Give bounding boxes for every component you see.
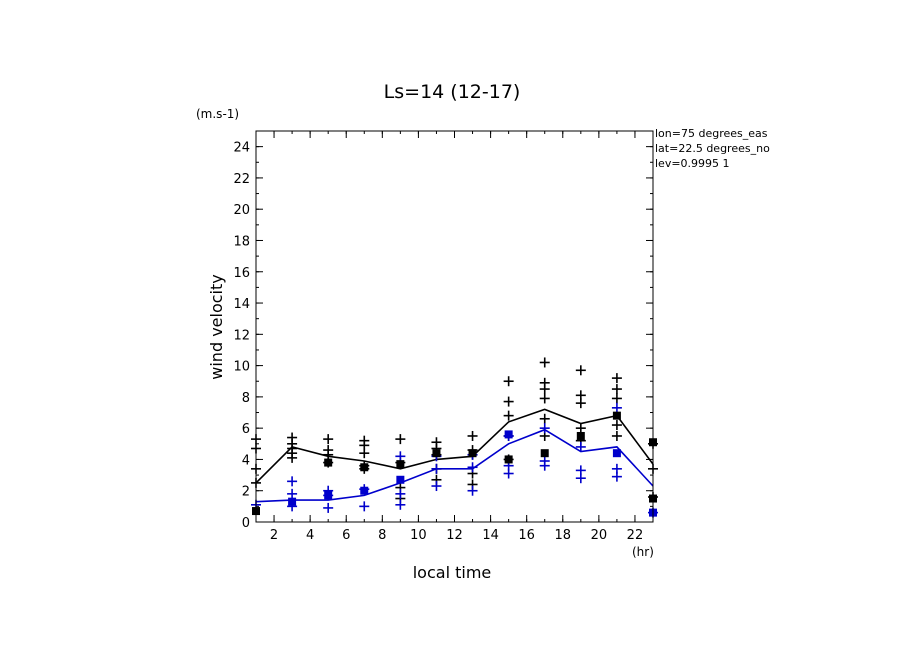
blue-plus-point	[359, 501, 370, 512]
x-tick-label: 18	[554, 528, 571, 543]
y-tick-label: 16	[233, 266, 250, 281]
y-tick-label: 20	[233, 203, 250, 218]
black-plus-point	[503, 376, 514, 387]
blue-plus-point	[539, 423, 550, 434]
y-tick-label: 12	[233, 328, 250, 343]
black-plus-point	[575, 365, 586, 376]
blue-plus-point	[575, 441, 586, 452]
axis-ticks	[255, 130, 654, 523]
blue-plus-point	[503, 468, 514, 479]
black-square-point	[612, 411, 621, 420]
y-tick-label: 24	[233, 141, 250, 156]
black-plus-point	[611, 384, 622, 395]
blue-plus-point	[467, 485, 478, 496]
annotation-lev: lev=0.9995 1	[655, 157, 730, 170]
blue-plus-point	[611, 471, 622, 482]
annotation-lat: lat=22.5 degrees_no	[655, 142, 770, 155]
black-plus-point	[467, 430, 478, 441]
y-tick-label: 22	[233, 172, 250, 187]
y-tick-label: 2	[242, 485, 250, 500]
x-tick-label: 22	[627, 528, 644, 543]
blue-mean-line	[255, 428, 654, 503]
blue-plus-point	[539, 460, 550, 471]
x-tick-label: 2	[270, 528, 278, 543]
black-square-point	[324, 458, 333, 467]
black-plus-point	[539, 384, 550, 395]
y-tick-label: 6	[242, 422, 250, 437]
x-tick-label: 16	[518, 528, 535, 543]
black-plus-point	[611, 420, 622, 431]
black-square-point	[540, 449, 549, 458]
y-tick-label: 8	[242, 391, 250, 406]
x-unit-label: (hr)	[632, 545, 654, 559]
y-axis-label: wind velocity	[207, 274, 226, 379]
y-tick-label: 14	[233, 297, 250, 312]
y-tick-label: 10	[233, 360, 250, 375]
blue-plus-point	[611, 402, 622, 413]
blue-plus-point	[431, 481, 442, 492]
blue-square-point	[396, 475, 405, 484]
blue-plus-point	[395, 499, 406, 510]
blue-plus-point	[395, 451, 406, 462]
blue-square-point	[360, 486, 369, 495]
black-plus-point	[611, 393, 622, 404]
black-plus-point	[575, 398, 586, 409]
annotation-lon: lon=75 degrees_eas	[655, 127, 768, 140]
black-square-point	[468, 449, 477, 458]
chart-title: Ls=14 (12-17)	[384, 81, 521, 103]
black-plus-point	[539, 413, 550, 424]
annotation-block: lon=75 degrees_eas lat=22.5 degrees_no l…	[655, 127, 770, 170]
black-plus-point	[611, 430, 622, 441]
black-plus-point	[395, 434, 406, 445]
y-tick-label: 0	[242, 516, 250, 531]
x-tick-label: 10	[410, 528, 427, 543]
x-tick-label: 6	[342, 528, 350, 543]
x-tick-label: 14	[482, 528, 499, 543]
blue-plus-point	[575, 473, 586, 484]
blue-plus-point	[431, 463, 442, 474]
black-square-point	[576, 431, 585, 440]
black-plus-point	[323, 434, 334, 445]
black-mean-line	[255, 408, 654, 484]
black-square-point	[504, 455, 513, 464]
black-square-point	[360, 463, 369, 472]
black-plus-point	[611, 373, 622, 384]
blue-plus-point	[287, 488, 298, 499]
y-tick-label: 18	[233, 234, 250, 249]
blue-square-point	[288, 497, 297, 506]
blue-square-point	[504, 430, 513, 439]
y-unit-label: (m.s-1)	[196, 107, 239, 121]
black-square-point	[396, 460, 405, 469]
black-plus-point	[539, 357, 550, 368]
series-markers	[251, 357, 658, 518]
y-tick-label: 4	[242, 453, 250, 468]
black-plus-point	[575, 423, 586, 434]
x-tick-label: 8	[378, 528, 386, 543]
black-plus-point	[287, 452, 298, 463]
series-lines	[255, 408, 654, 503]
blue-plus-point	[287, 476, 298, 487]
black-plus-point	[503, 410, 514, 421]
black-plus-point	[503, 396, 514, 407]
blue-plus-point	[467, 462, 478, 473]
blue-plus-point	[395, 488, 406, 499]
blue-plus-point	[323, 502, 334, 513]
black-square-point	[432, 449, 441, 458]
x-tick-label: 12	[446, 528, 463, 543]
black-plus-point	[359, 448, 370, 459]
black-plus-point	[539, 393, 550, 404]
x-tick-label: 4	[306, 528, 314, 543]
x-axis-label: local time	[413, 563, 492, 582]
plot-frame	[255, 130, 654, 523]
blue-square-point	[324, 491, 333, 500]
x-tick-label: 20	[591, 528, 608, 543]
blue-square-point	[612, 449, 621, 458]
